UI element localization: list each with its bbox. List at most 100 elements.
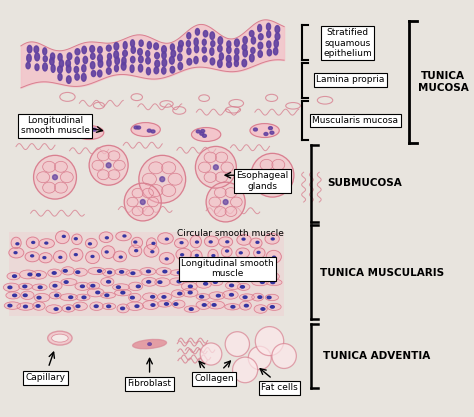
Ellipse shape (24, 305, 27, 308)
Ellipse shape (147, 281, 151, 283)
Ellipse shape (43, 161, 55, 172)
Ellipse shape (55, 231, 69, 244)
Ellipse shape (18, 283, 32, 289)
Ellipse shape (101, 278, 114, 286)
Text: Muscularis mucosa: Muscularis mucosa (312, 116, 398, 125)
Ellipse shape (231, 306, 235, 308)
Ellipse shape (271, 238, 274, 240)
Ellipse shape (199, 162, 211, 173)
Ellipse shape (45, 242, 48, 244)
Ellipse shape (170, 56, 174, 64)
Ellipse shape (195, 272, 211, 280)
Circle shape (272, 344, 296, 369)
Ellipse shape (250, 123, 279, 138)
Ellipse shape (164, 303, 168, 305)
Ellipse shape (227, 55, 231, 62)
Circle shape (206, 182, 245, 222)
Ellipse shape (6, 292, 20, 299)
Ellipse shape (200, 132, 204, 135)
Ellipse shape (171, 44, 174, 50)
Ellipse shape (128, 282, 143, 291)
Ellipse shape (60, 172, 73, 183)
Ellipse shape (115, 65, 118, 72)
Ellipse shape (156, 268, 171, 276)
Ellipse shape (260, 159, 273, 170)
Ellipse shape (178, 45, 182, 52)
Ellipse shape (155, 278, 170, 286)
Ellipse shape (229, 284, 234, 286)
Ellipse shape (16, 243, 19, 245)
Ellipse shape (85, 134, 89, 137)
Ellipse shape (267, 296, 271, 299)
Ellipse shape (201, 130, 205, 133)
Ellipse shape (151, 251, 154, 253)
Ellipse shape (270, 131, 274, 134)
Ellipse shape (252, 293, 264, 301)
Circle shape (251, 153, 294, 197)
Ellipse shape (234, 60, 238, 66)
Ellipse shape (176, 249, 191, 260)
Ellipse shape (252, 279, 268, 286)
Circle shape (106, 163, 111, 168)
Ellipse shape (58, 54, 62, 61)
Text: Fat cells: Fat cells (261, 383, 298, 392)
Ellipse shape (238, 271, 251, 278)
Text: TUNICA MUSCULARIS: TUNICA MUSCULARIS (319, 268, 444, 278)
Ellipse shape (73, 268, 87, 276)
Ellipse shape (51, 65, 55, 73)
Ellipse shape (19, 270, 36, 279)
Ellipse shape (154, 43, 158, 50)
Ellipse shape (126, 270, 142, 277)
Ellipse shape (187, 33, 191, 39)
Ellipse shape (138, 64, 143, 72)
Ellipse shape (132, 206, 143, 216)
Ellipse shape (187, 58, 191, 65)
Ellipse shape (203, 56, 207, 62)
Ellipse shape (38, 286, 42, 289)
Ellipse shape (138, 56, 143, 63)
Ellipse shape (134, 241, 137, 243)
Ellipse shape (49, 292, 61, 299)
Ellipse shape (51, 53, 55, 60)
Ellipse shape (102, 303, 116, 309)
Ellipse shape (54, 251, 67, 263)
Circle shape (200, 343, 222, 365)
Ellipse shape (43, 256, 46, 259)
Ellipse shape (64, 270, 67, 272)
Ellipse shape (273, 48, 278, 55)
Ellipse shape (157, 301, 172, 307)
Ellipse shape (76, 294, 90, 301)
Ellipse shape (237, 283, 250, 290)
Ellipse shape (107, 59, 111, 67)
Ellipse shape (26, 63, 30, 69)
Ellipse shape (129, 245, 142, 256)
Ellipse shape (147, 42, 151, 49)
Ellipse shape (268, 275, 272, 278)
Ellipse shape (236, 248, 249, 258)
Ellipse shape (256, 241, 259, 244)
Ellipse shape (66, 307, 71, 309)
Ellipse shape (57, 66, 63, 73)
Ellipse shape (82, 65, 86, 72)
Ellipse shape (202, 47, 206, 53)
Ellipse shape (275, 25, 280, 33)
Ellipse shape (85, 239, 97, 248)
Ellipse shape (98, 47, 102, 53)
Ellipse shape (237, 235, 251, 245)
Ellipse shape (191, 128, 221, 141)
Ellipse shape (55, 182, 67, 193)
Ellipse shape (142, 206, 154, 216)
Text: Capillary: Capillary (25, 373, 65, 382)
Ellipse shape (143, 293, 157, 301)
Ellipse shape (229, 294, 233, 296)
Ellipse shape (225, 188, 237, 198)
Circle shape (223, 200, 228, 204)
Ellipse shape (196, 241, 199, 243)
Ellipse shape (13, 294, 17, 296)
Ellipse shape (63, 235, 65, 237)
Ellipse shape (87, 288, 104, 297)
Circle shape (248, 346, 271, 370)
Ellipse shape (108, 151, 120, 161)
Ellipse shape (270, 306, 274, 308)
Ellipse shape (43, 63, 47, 71)
